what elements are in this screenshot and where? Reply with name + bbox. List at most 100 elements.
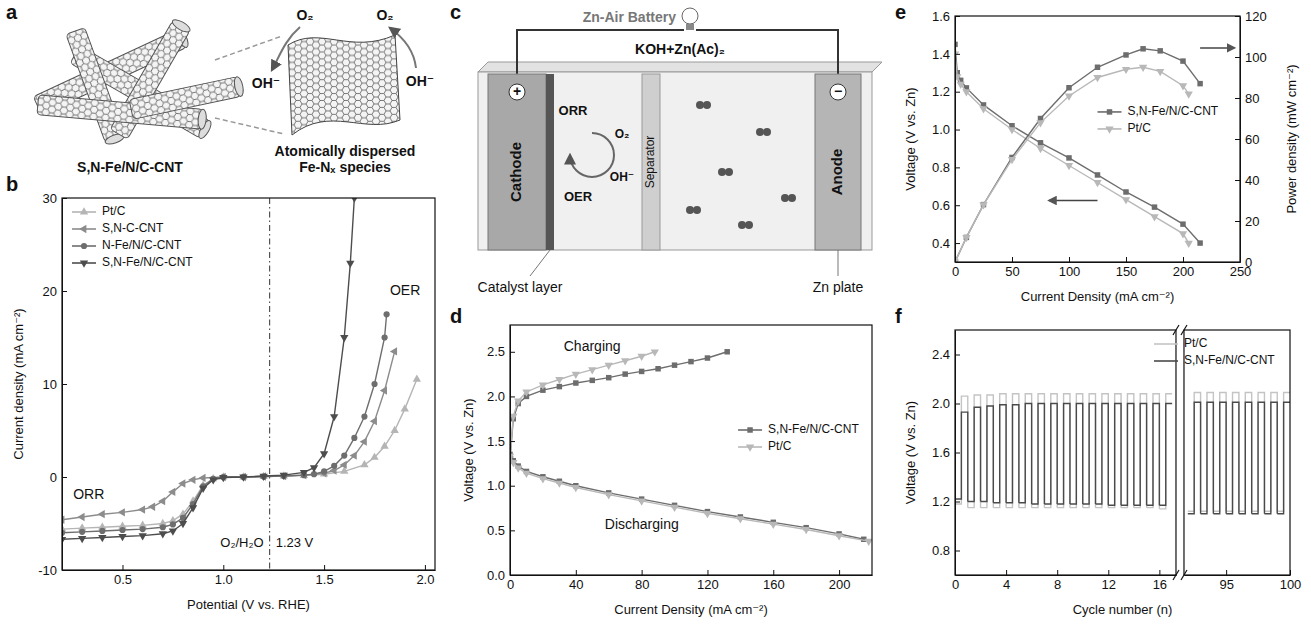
- marker: [1197, 240, 1202, 245]
- marker: [350, 451, 357, 459]
- tick: 120: [1235, 9, 1267, 24]
- cycle-trace: [1108, 404, 1121, 506]
- plot-data: [955, 42, 1203, 262]
- marker: [340, 335, 348, 342]
- series-line: [62, 198, 354, 539]
- tick-mark: [955, 551, 960, 552]
- tick-label: 2.0: [487, 389, 505, 404]
- tick: 1.2: [932, 494, 960, 509]
- catalyst-layer: [546, 74, 554, 250]
- graphene-sheet: [288, 35, 400, 135]
- ion-dot: [745, 221, 753, 229]
- tick-mark: [707, 570, 708, 575]
- legend-marker: [80, 261, 88, 268]
- marker: [189, 505, 197, 512]
- marker: [1065, 163, 1073, 170]
- plot-frame: [955, 330, 1176, 575]
- marker: [390, 347, 397, 355]
- cycle-trace: [968, 395, 981, 508]
- tick-mark: [955, 130, 960, 131]
- ion-dot: [703, 101, 711, 109]
- marker: [160, 524, 166, 530]
- tick-label: 40: [569, 577, 583, 592]
- marker: [159, 531, 167, 538]
- marker: [555, 377, 563, 384]
- bulb-base: [686, 24, 694, 30]
- marker: [1180, 58, 1185, 63]
- legend: Pt/CS,N-C-CNTN-Fe/N/C-CNTS,N-Fe/N/C-CNT: [72, 204, 193, 269]
- marker: [769, 522, 777, 529]
- tick-label: 1.2: [932, 84, 950, 99]
- tick: 12: [1102, 570, 1116, 592]
- axis-title: Cycle number (n): [1073, 602, 1173, 617]
- tick-label: 1.0: [487, 478, 505, 493]
- series-line: [955, 49, 1200, 262]
- tick-label: 0.8: [932, 543, 950, 558]
- tick: 0.5: [487, 523, 515, 538]
- tick-mark: [1159, 570, 1160, 575]
- tick-label: 1.5: [487, 434, 505, 449]
- tick-mark: [510, 486, 515, 487]
- tick: 0.8: [932, 543, 960, 558]
- cycle-trace: [1044, 404, 1057, 504]
- marker: [957, 82, 965, 89]
- marker: [1156, 69, 1164, 76]
- tick-label: 200: [1173, 264, 1195, 279]
- marker: [384, 311, 390, 317]
- legend: S,N-Fe/N/C-CNTPt/C: [1098, 104, 1219, 135]
- tick-mark: [1235, 139, 1240, 140]
- tick-mark: [955, 243, 960, 244]
- tick-label: 0: [952, 264, 959, 279]
- axis-arrow: [1200, 47, 1234, 49]
- axis: 0.00.51.01.52.02.5: [487, 326, 515, 583]
- marker: [280, 473, 288, 480]
- tick: 10: [43, 377, 67, 392]
- tick: 160: [763, 570, 785, 592]
- label: Separator: [643, 136, 657, 189]
- marker: [178, 479, 185, 487]
- marker: [736, 516, 744, 523]
- marker: [169, 529, 177, 536]
- tick: 0.4: [932, 236, 960, 251]
- marker: [590, 378, 595, 383]
- tick-mark: [1235, 221, 1240, 222]
- tick: 8: [1054, 570, 1061, 592]
- label: S,N-Fe/N/C-CNT: [77, 159, 183, 175]
- tick-mark: [1006, 570, 1007, 575]
- tick-mark: [62, 384, 67, 385]
- marker: [382, 334, 388, 340]
- marker: [179, 521, 187, 528]
- legend-item: S,N-Fe/N/C-CNT: [1098, 104, 1219, 118]
- cycle-trace: [1108, 394, 1121, 508]
- tick-mark: [955, 453, 960, 454]
- marker: [962, 89, 970, 96]
- tick-label: 1.6: [932, 9, 950, 24]
- axis-break: [1173, 570, 1179, 580]
- marker: [370, 417, 377, 425]
- cycle-trace: [993, 405, 1006, 503]
- marker: [361, 413, 367, 419]
- cycle-trace: [981, 406, 994, 503]
- marker: [1157, 48, 1162, 53]
- tick-label: 100: [1245, 50, 1267, 65]
- tick-label: 1.0: [932, 122, 950, 137]
- axis-title: Voltage (V vs. Zn): [903, 401, 918, 504]
- marker: [522, 471, 530, 478]
- legend-item: Pt/C: [72, 204, 126, 218]
- text-line: Atomically dispersed: [275, 143, 416, 159]
- series-line: [510, 352, 727, 459]
- marker: [1093, 180, 1101, 187]
- tick: -10: [38, 563, 67, 578]
- marker: [158, 497, 165, 505]
- marker: [320, 451, 328, 458]
- tick-label: 50: [1005, 264, 1019, 279]
- cycle-trace: [1070, 394, 1083, 508]
- legend-marker: [80, 207, 88, 214]
- marker: [979, 106, 987, 113]
- tick: 95: [1219, 570, 1233, 592]
- tick: 20: [43, 284, 67, 299]
- tick-label: 95: [1219, 577, 1233, 592]
- series-line: [62, 351, 395, 519]
- marker: [1066, 85, 1071, 90]
- figure: aS,N-Fe/N/C-CNTO₂O₂OH⁻OH⁻Atomically disp…: [0, 0, 1311, 625]
